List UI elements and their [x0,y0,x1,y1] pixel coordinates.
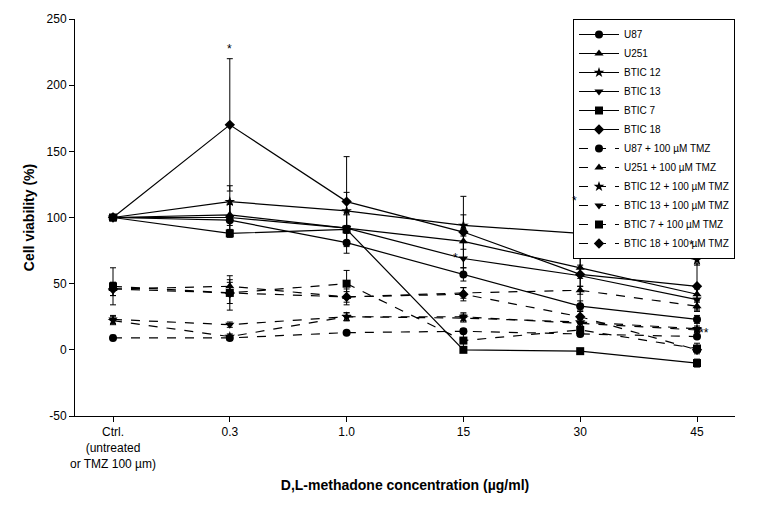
svg-text:BTIC 7: BTIC 7 [624,105,656,116]
svg-text:200: 200 [47,78,67,92]
svg-text:U251: U251 [624,48,648,59]
svg-text:-50: -50 [49,409,67,423]
svg-text:50: 50 [53,277,67,291]
svg-text:U87 + 100 µM TMZ: U87 + 100 µM TMZ [624,143,710,154]
svg-text:*: * [689,238,694,252]
svg-text:D,L-methadone concentration (µ: D,L-methadone concentration (µg/ml) [281,477,529,493]
svg-text:BTIC 18: BTIC 18 [624,124,661,135]
svg-text:BTIC 7 + 100 µM TMZ: BTIC 7 + 100 µM TMZ [624,219,723,230]
svg-text:30: 30 [574,425,588,439]
svg-text:45: 45 [690,425,704,439]
svg-text:BTIC 12: BTIC 12 [624,67,661,78]
svg-text:BTIC 13: BTIC 13 [624,86,661,97]
svg-text:0: 0 [60,343,67,357]
svg-text:U251 + 100 µM TMZ: U251 + 100 µM TMZ [624,162,716,173]
svg-text:Cell viability (%): Cell viability (%) [21,164,37,271]
svg-text:BTIC 13 + 100 µM TMZ: BTIC 13 + 100 µM TMZ [624,200,729,211]
svg-text:0.3: 0.3 [221,425,238,439]
svg-text:15: 15 [457,425,471,439]
svg-text:*: * [227,42,232,56]
svg-text:150: 150 [47,145,67,159]
svg-text:250: 250 [47,12,67,26]
svg-text:U87: U87 [624,29,643,40]
svg-text:**: ** [699,326,709,340]
svg-text:1.0: 1.0 [338,425,355,439]
svg-text:BTIC 12 + 100 µM TMZ: BTIC 12 + 100 µM TMZ [624,181,729,192]
svg-text:*: * [572,194,577,208]
svg-text:*: * [453,251,458,265]
svg-text:100: 100 [47,211,67,225]
svg-text:BTIC 18 + 100 µM TMZ: BTIC 18 + 100 µM TMZ [624,238,729,249]
svg-text:Ctrl.(untreatedor TMZ 100 µm): Ctrl.(untreatedor TMZ 100 µm) [70,425,156,470]
